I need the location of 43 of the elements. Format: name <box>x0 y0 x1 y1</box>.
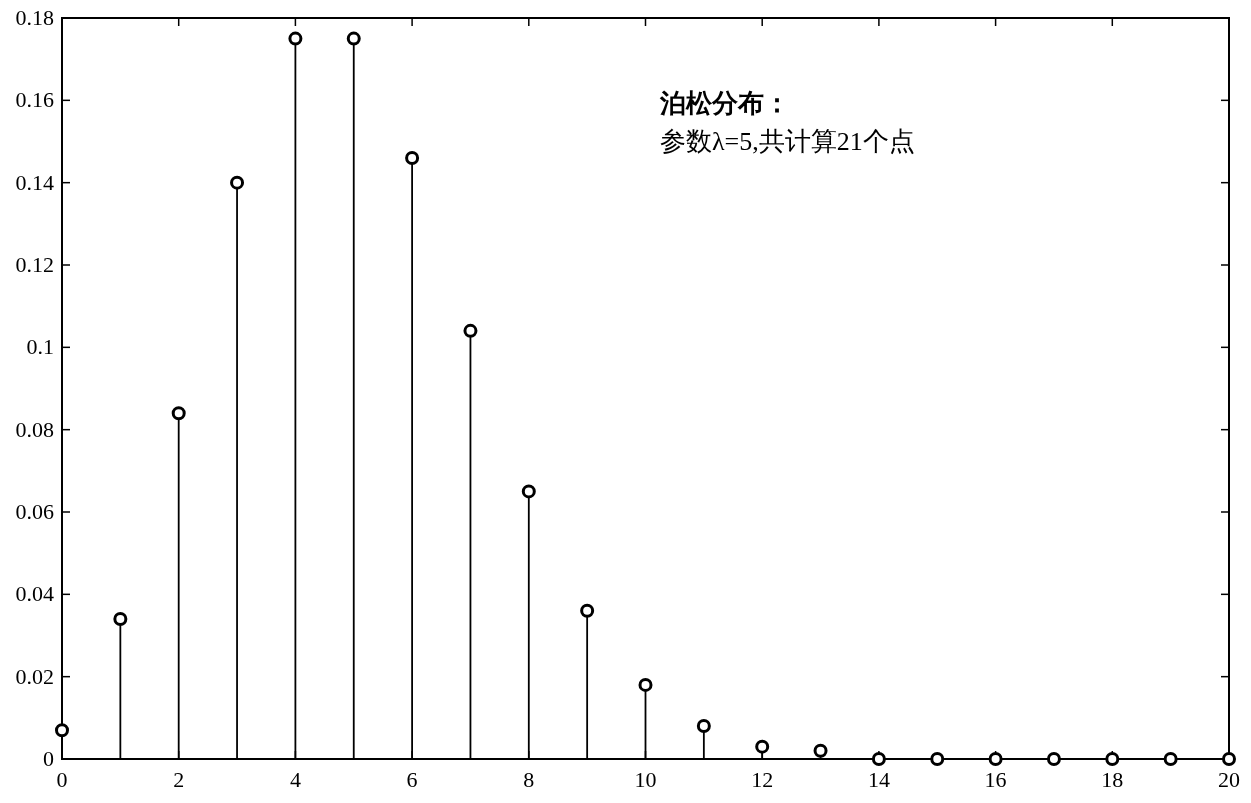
point <box>696 719 711 734</box>
x-tick-label: 8 <box>523 767 535 792</box>
x-tick-label: 20 <box>1218 767 1240 792</box>
point <box>171 406 186 421</box>
point <box>405 150 420 165</box>
point <box>1105 752 1120 766</box>
annotation: 泊松分布： <box>659 89 790 118</box>
y-tick-label: 0.02 <box>15 663 54 689</box>
y-tick-label: 0.1 <box>26 334 54 360</box>
y-tick-label: 0.12 <box>15 252 54 277</box>
x-tick-label: 18 <box>1101 767 1124 792</box>
annotation: 参数λ=5,共计算21个点 <box>660 127 915 156</box>
point <box>813 743 828 758</box>
y-tick-label: 0.14 <box>15 169 54 195</box>
y-tick-label: 0.16 <box>15 87 54 113</box>
point <box>988 752 1003 766</box>
point <box>638 677 653 692</box>
y-tick-label: 0.08 <box>15 416 54 442</box>
x-tick-label: 6 <box>406 767 418 792</box>
point <box>1222 752 1236 766</box>
x-tick-label: 10 <box>634 767 657 792</box>
point <box>521 484 536 499</box>
x-tick-label: 12 <box>751 767 774 792</box>
x-tick-label: 2 <box>173 767 185 792</box>
point <box>871 752 886 766</box>
point <box>1046 752 1061 766</box>
point <box>55 723 69 738</box>
point <box>755 739 770 754</box>
point <box>930 752 945 766</box>
point <box>463 323 478 338</box>
point <box>113 612 128 627</box>
x-tick-label: 14 <box>867 767 890 792</box>
point <box>1163 752 1178 766</box>
point <box>580 603 595 618</box>
point <box>288 31 303 46</box>
y-tick-label: 0.18 <box>15 5 54 30</box>
x-tick-label: 4 <box>289 767 301 792</box>
y-tick-label: 0.06 <box>15 499 54 524</box>
point <box>346 31 361 46</box>
y-tick-label: 0 <box>43 746 54 771</box>
point <box>230 175 245 190</box>
y-tick-label: 0.04 <box>15 581 54 607</box>
x-tick-label: 16 <box>984 767 1007 792</box>
